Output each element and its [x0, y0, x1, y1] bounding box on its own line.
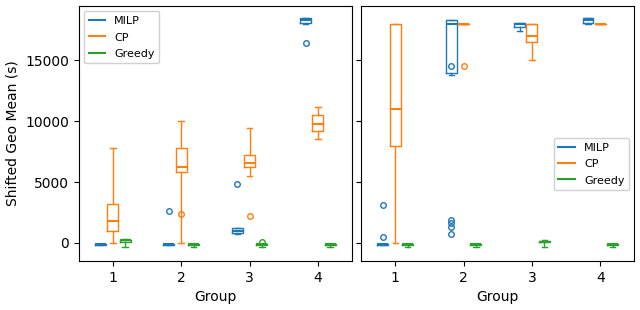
Legend: MILP, CP, Greedy: MILP, CP, Greedy	[84, 11, 159, 64]
Y-axis label: Shifted Geo Mean (s): Shifted Geo Mean (s)	[6, 60, 20, 206]
X-axis label: Group: Group	[194, 290, 237, 304]
X-axis label: Group: Group	[477, 290, 519, 304]
Legend: MILP, CP, Greedy: MILP, CP, Greedy	[554, 138, 629, 190]
